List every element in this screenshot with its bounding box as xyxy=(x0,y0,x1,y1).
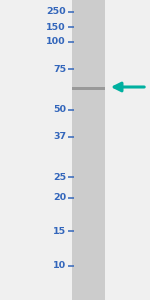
Text: 50: 50 xyxy=(53,105,66,114)
Bar xyxy=(72,86,105,90)
Text: 20: 20 xyxy=(53,194,66,202)
Text: 100: 100 xyxy=(46,38,66,46)
Text: 150: 150 xyxy=(46,22,66,32)
Text: 25: 25 xyxy=(53,172,66,182)
Bar xyxy=(72,0,105,300)
Text: 10: 10 xyxy=(53,261,66,270)
Text: 15: 15 xyxy=(53,226,66,236)
Text: 250: 250 xyxy=(46,8,66,16)
Text: 75: 75 xyxy=(53,64,66,74)
Text: 37: 37 xyxy=(53,132,66,141)
